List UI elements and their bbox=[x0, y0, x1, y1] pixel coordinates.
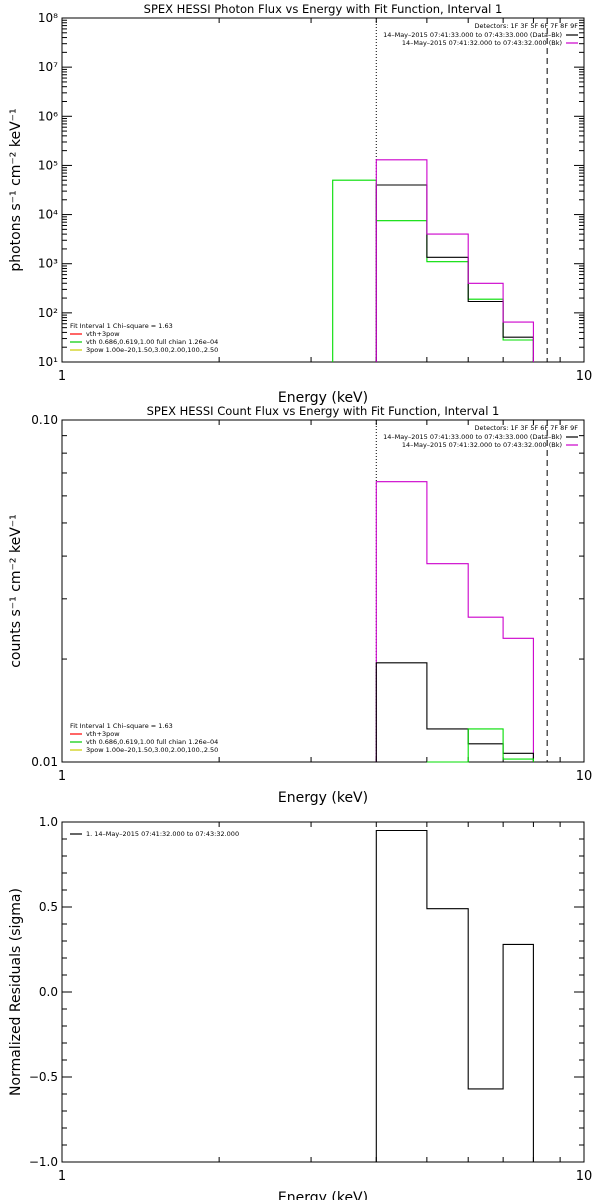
chart-title: SPEX HESSI Photon Flux vs Energy with Fi… bbox=[144, 2, 503, 16]
x-axis-label: Energy (keV) bbox=[278, 790, 368, 806]
legend-title: Fit Interval 1 Chi–square = 1.63 bbox=[70, 722, 173, 730]
legend-title: Detectors: 1F 3F 5F 6F 7F 8F 9F bbox=[475, 424, 579, 432]
y-axis-label: Normalized Residuals (sigma) bbox=[8, 888, 24, 1096]
y-axis-label: photons s⁻¹ cm⁻² keV⁻¹ bbox=[8, 108, 24, 271]
series-step-line bbox=[375, 829, 534, 1162]
x-tick-label: 10 bbox=[576, 369, 593, 384]
y-tick-label: 0.5 bbox=[39, 900, 58, 914]
legend-entry: vth 0.686,0.619,1.00 full chian 1.26e–04 bbox=[86, 738, 218, 746]
y-tick-label: 10⁴ bbox=[38, 208, 58, 222]
series-step-line bbox=[332, 179, 534, 362]
x-tick-label: 1 bbox=[58, 1169, 66, 1184]
x-axis-label: Energy (keV) bbox=[278, 390, 368, 406]
legend-entry: 14–May–2015 07:41:32.000 to 07:43:32.000… bbox=[402, 39, 562, 47]
y-tick-label: 0.0 bbox=[39, 985, 58, 999]
plot-frame bbox=[61, 419, 585, 763]
plot-frame bbox=[61, 821, 585, 1163]
x-tick-label: 1 bbox=[58, 769, 66, 784]
series-step-line bbox=[426, 728, 534, 763]
y-tick-label: 10³ bbox=[38, 257, 58, 271]
y-tick-label: 10² bbox=[38, 306, 58, 320]
x-axis-label: Energy (keV) bbox=[278, 1190, 368, 1200]
y-tick-label: 10⁶ bbox=[38, 109, 58, 123]
y-tick-label: 1.0 bbox=[39, 815, 58, 829]
y-tick-label: 10¹ bbox=[38, 355, 58, 369]
y-tick-label: 10⁵ bbox=[38, 158, 58, 172]
legend-entry: vth+3pow bbox=[86, 730, 120, 738]
legend-entry: 3pow 1.00e–20,1.50,3.00,2.00,100.,2.50 bbox=[86, 746, 218, 754]
y-tick-label: 0.01 bbox=[31, 755, 58, 769]
legend-entry: 14–May–2015 07:41:33.000 to 07:43:33.000… bbox=[383, 433, 562, 441]
x-tick-label: 1 bbox=[58, 369, 66, 384]
legend-title: Fit Interval 1 Chi–square = 1.63 bbox=[70, 322, 173, 330]
legend-title: Detectors: 1F 3F 5F 6F 7F 8F 9F bbox=[475, 22, 579, 30]
y-tick-label: −1.0 bbox=[29, 1155, 58, 1169]
legend-entry: vth+3pow bbox=[86, 330, 120, 338]
series-step-line bbox=[375, 481, 534, 762]
x-tick-label: 10 bbox=[576, 769, 593, 784]
legend-entry: 14–May–2015 07:41:32.000 to 07:43:32.000… bbox=[402, 441, 562, 449]
legend-entry: 3pow 1.00e–20,1.50,3.00,2.00,100.,2.50 bbox=[86, 346, 218, 354]
y-tick-label: −0.5 bbox=[29, 1070, 58, 1084]
y-axis-label: counts s⁻¹ cm⁻² keV⁻¹ bbox=[8, 514, 24, 668]
y-tick-label: 10⁷ bbox=[38, 60, 58, 74]
y-tick-label: 0.10 bbox=[31, 413, 58, 427]
series-step-line bbox=[375, 159, 534, 362]
legend-entry: vth 0.686,0.619,1.00 full chian 1.26e–04 bbox=[86, 338, 218, 346]
x-tick-label: 10 bbox=[576, 1169, 593, 1184]
chart-title: SPEX HESSI Count Flux vs Energy with Fit… bbox=[147, 404, 500, 418]
legend-entry: 14–May–2015 07:41:33.000 to 07:43:33.000… bbox=[383, 31, 562, 39]
legend-entry: 1. 14–May–2015 07:41:32.000 to 07:43:32.… bbox=[86, 830, 239, 838]
plot-frame bbox=[61, 17, 585, 363]
series-step-line bbox=[375, 184, 534, 362]
series-step-line bbox=[375, 662, 534, 762]
y-tick-label: 10⁸ bbox=[38, 11, 58, 25]
